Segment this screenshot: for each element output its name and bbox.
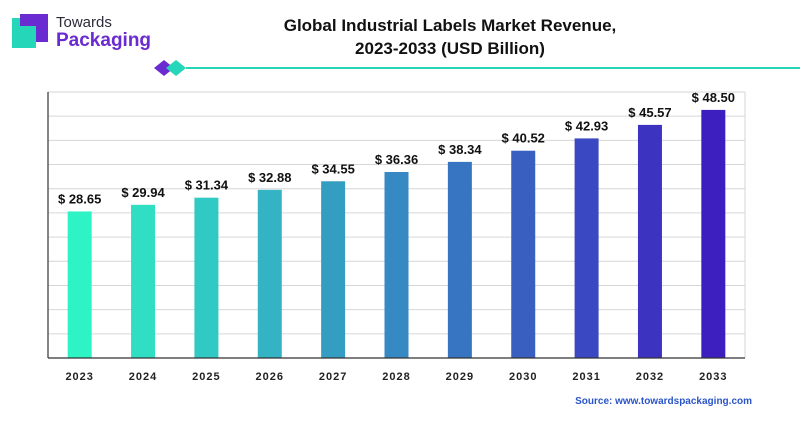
data-label-2026: $ 32.88 <box>248 170 291 185</box>
bar-layer <box>67 109 726 359</box>
x-tick-label-2023: 2023 <box>65 371 93 383</box>
title-divider <box>154 60 800 76</box>
bar-2026 <box>257 189 282 358</box>
bar-2029 <box>447 161 472 358</box>
data-label-2030: $ 40.52 <box>502 131 545 146</box>
data-label-2032: $ 45.57 <box>628 105 671 120</box>
chart-title: Global Industrial Labels Market Revenue,… <box>200 14 700 60</box>
bar-2027 <box>321 181 346 358</box>
brand-logo-icon <box>12 14 48 48</box>
x-tick-label-2026: 2026 <box>256 371 284 383</box>
x-tick-label-2030: 2030 <box>509 371 537 383</box>
data-label-2025: $ 31.34 <box>185 178 229 193</box>
data-label-2031: $ 42.93 <box>565 118 608 133</box>
x-tick-label-2028: 2028 <box>382 371 410 383</box>
data-label-2027: $ 34.55 <box>311 161 354 176</box>
divider-diamond-teal <box>166 60 186 76</box>
label-layer: $ 28.65 $ 29.94 $ 31.34 $ 32.88 $ 34.55 $ 36.… <box>58 90 735 207</box>
bar-2023 <box>67 211 92 358</box>
bar-2031 <box>574 138 599 358</box>
x-tick-label-2025: 2025 <box>192 371 220 383</box>
data-label-2033: $ 48.50 <box>692 90 735 105</box>
data-label-2023: $ 28.65 <box>58 191 101 206</box>
axis-layer: 2023 2024 2025 2026 2027 2028 2029 2030 2031 2032… <box>47 92 745 383</box>
x-tick-label-2032: 2032 <box>636 371 664 383</box>
data-label-2028: $ 36.36 <box>375 152 418 167</box>
bar-2032 <box>637 124 662 358</box>
x-tick-label-2031: 2031 <box>572 371 600 383</box>
data-label-2024: $ 29.94 <box>121 185 165 200</box>
chart-title-line2: 2023-2033 (USD Billion) <box>355 39 545 58</box>
chart-title-line1: Global Industrial Labels Market Revenue, <box>283 16 617 35</box>
bar-2028 <box>384 172 409 358</box>
bar-2024 <box>131 204 156 358</box>
source-note: Source: www.towardspackaging.com <box>575 396 752 407</box>
bar-2025 <box>194 197 219 358</box>
brand-name-line1: Towards <box>56 14 112 31</box>
bar-2033 <box>701 109 726 359</box>
x-tick-label-2029: 2029 <box>446 371 474 383</box>
x-tick-label-2033: 2033 <box>699 371 727 383</box>
x-tick-label-2027: 2027 <box>319 371 347 383</box>
brand-logo: Towards Packaging <box>10 10 170 54</box>
divider-diamond-purple <box>154 60 174 76</box>
bar-2030 <box>511 150 536 358</box>
x-tick-label-2024: 2024 <box>129 371 157 383</box>
data-label-2029: $ 38.34 <box>438 142 482 157</box>
brand-name-line2: Packaging <box>56 30 152 51</box>
